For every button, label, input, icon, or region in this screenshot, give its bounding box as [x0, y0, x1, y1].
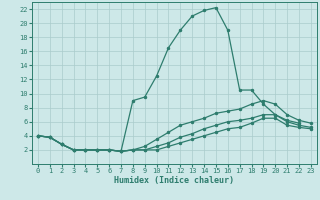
X-axis label: Humidex (Indice chaleur): Humidex (Indice chaleur) [115, 176, 234, 185]
